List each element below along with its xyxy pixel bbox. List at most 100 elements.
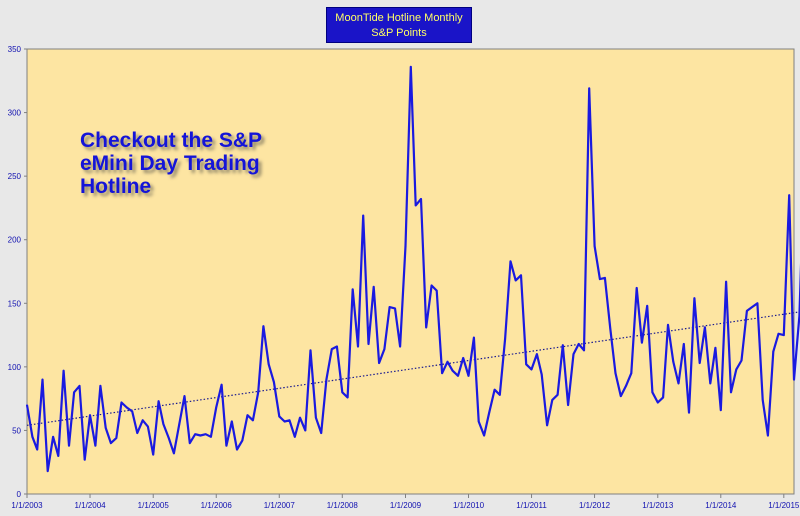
data-point — [147, 425, 149, 428]
data-point — [341, 391, 344, 394]
x-tick-label: 1/1/2007 — [264, 501, 296, 510]
chart-title: MoonTide Hotline Monthly S&P Points — [326, 7, 472, 43]
x-tick-label: 1/1/2004 — [74, 501, 106, 510]
data-point — [230, 420, 233, 423]
data-point — [325, 378, 328, 381]
data-point — [756, 302, 759, 305]
data-point — [635, 287, 638, 289]
plot-area — [26, 48, 795, 495]
data-point — [630, 372, 633, 375]
data-point — [498, 394, 501, 396]
data-point — [777, 333, 780, 335]
data-point — [709, 382, 712, 385]
data-point — [46, 470, 49, 472]
y-tick-label: 150 — [8, 299, 22, 308]
data-point — [514, 279, 517, 282]
data-point — [646, 305, 649, 307]
data-point — [388, 306, 391, 308]
data-point — [561, 344, 564, 347]
x-tick-label: 1/1/2015 — [768, 501, 800, 510]
data-point — [735, 368, 738, 371]
data-point — [441, 372, 443, 375]
data-point — [656, 401, 659, 404]
data-point — [404, 245, 407, 247]
data-point — [520, 274, 522, 277]
data-point — [767, 434, 769, 437]
x-tick-label: 1/1/2006 — [201, 501, 233, 510]
data-point — [410, 66, 412, 68]
y-tick-label: 350 — [8, 45, 22, 54]
data-point — [210, 435, 212, 438]
chart-title-line1: MoonTide Hotline Monthly — [335, 12, 463, 24]
x-tick-label: 1/1/2014 — [705, 501, 737, 510]
data-point — [241, 439, 244, 442]
data-point — [772, 350, 775, 353]
data-point — [740, 359, 743, 362]
data-point — [183, 395, 186, 397]
data-point — [662, 396, 664, 399]
data-point — [698, 362, 701, 364]
data-point — [215, 406, 218, 409]
data-point — [540, 373, 543, 376]
data-points — [26, 66, 800, 472]
data-point — [556, 394, 559, 396]
data-point — [414, 204, 417, 207]
data-point — [641, 341, 643, 344]
data-point — [167, 437, 170, 439]
data-point — [204, 433, 207, 436]
data-point — [604, 277, 606, 279]
data-point — [246, 414, 249, 416]
data-point — [504, 338, 506, 340]
data-point — [683, 343, 685, 345]
data-point — [189, 442, 191, 444]
data-point — [309, 349, 312, 352]
data-point — [525, 363, 527, 366]
data-point — [83, 458, 86, 461]
data-point — [126, 406, 128, 409]
data-point — [672, 360, 675, 363]
y-tick-label: 100 — [8, 363, 22, 372]
data-point — [394, 307, 396, 310]
data-point — [94, 444, 97, 447]
data-point — [572, 353, 575, 355]
data-point — [57, 455, 60, 457]
data-point — [378, 362, 380, 364]
data-point — [593, 245, 596, 247]
data-point — [267, 363, 270, 366]
data-point — [26, 404, 28, 406]
data-point — [330, 348, 333, 350]
data-point — [73, 391, 75, 394]
promo-line3: Hotline — [80, 175, 152, 198]
data-point — [788, 194, 790, 197]
y-tick-label: 250 — [8, 172, 22, 181]
data-point — [336, 345, 338, 348]
data-point — [677, 382, 680, 385]
data-point — [36, 448, 38, 451]
promo-line2: eMini Day Trading — [80, 152, 260, 175]
data-point — [178, 423, 181, 425]
data-point — [761, 399, 764, 401]
data-point — [278, 415, 281, 418]
y-axis-ticks: 0 50 100 150 200 250 300 350 — [8, 45, 27, 499]
y-tick-label: 200 — [8, 236, 22, 245]
data-point — [120, 401, 123, 404]
data-point — [351, 288, 354, 291]
data-point — [399, 345, 401, 348]
data-point — [651, 391, 654, 394]
data-point — [99, 385, 102, 387]
data-point — [315, 416, 317, 419]
data-point — [304, 429, 307, 432]
data-point — [714, 346, 717, 349]
data-point — [567, 404, 569, 406]
data-point — [451, 369, 454, 372]
data-point — [783, 334, 785, 336]
data-point — [141, 419, 144, 422]
data-point — [273, 381, 275, 383]
data-point — [462, 357, 464, 359]
data-point — [751, 306, 753, 308]
x-tick-label: 1/1/2012 — [579, 501, 611, 510]
data-point — [473, 336, 475, 339]
data-point — [52, 435, 54, 438]
data-point — [110, 442, 112, 444]
data-point — [509, 260, 512, 263]
